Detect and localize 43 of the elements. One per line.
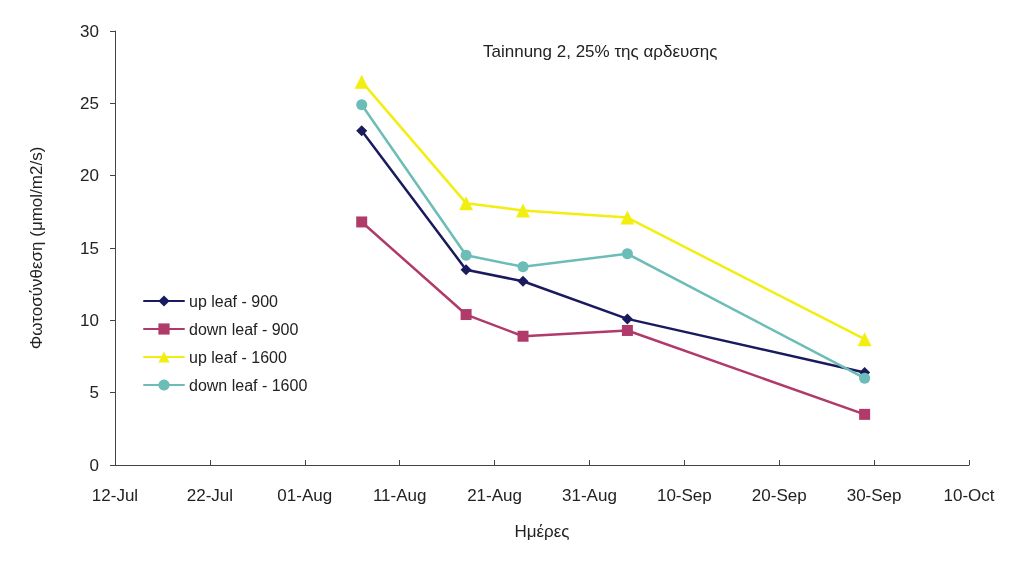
y-tick-label: 25 [80, 93, 99, 113]
y-tick-label: 20 [80, 166, 99, 186]
y-axis-title: Φωτοσύνθεση (μmol/m2/s) [27, 146, 46, 350]
point [354, 74, 369, 89]
legend-label: up leaf - 1600 [189, 348, 287, 366]
x-tick-label: 21-Aug [467, 486, 522, 505]
point [621, 324, 633, 336]
point [621, 248, 633, 260]
y-tick-label: 10 [80, 310, 99, 330]
x-tick-label: 01-Aug [277, 486, 333, 505]
point [857, 332, 872, 347]
x-tick-label: 30-Sep [846, 486, 902, 505]
point [620, 210, 635, 225]
x-tick-label: 20-Sep [751, 486, 807, 505]
point [460, 309, 472, 321]
legend-label: down leaf - 900 [189, 320, 299, 338]
point [460, 249, 472, 261]
point [356, 216, 368, 228]
point [621, 313, 633, 325]
point [356, 99, 368, 111]
y-tick-label: 5 [89, 383, 99, 403]
text: Tainnung 2, 25% της αρδευσης [483, 42, 718, 61]
x-tick-label: 12-Jul [91, 486, 139, 505]
point [459, 196, 474, 211]
x-tick-label: 10-Sep [656, 486, 712, 505]
point [516, 203, 531, 218]
point [517, 330, 529, 342]
point [859, 372, 871, 384]
legend-label: down leaf - 1600 [189, 376, 308, 394]
y-tick-label: 30 [80, 21, 99, 41]
point [517, 261, 529, 273]
x-tick-label: 22-Jul [186, 486, 234, 505]
legend-label: up leaf - 900 [189, 292, 279, 310]
point [517, 275, 529, 287]
point [859, 408, 871, 420]
x-tick-label: 11-Aug [372, 486, 427, 505]
point [356, 125, 368, 137]
point [460, 264, 472, 276]
x-tick-label: 31-Aug [562, 486, 617, 505]
y-tick-label: 15 [80, 238, 99, 258]
y-tick-label: 0 [89, 455, 99, 475]
x-axis-title: Ημέρες [514, 522, 570, 541]
x-tick-label: 10-Oct [943, 486, 995, 505]
